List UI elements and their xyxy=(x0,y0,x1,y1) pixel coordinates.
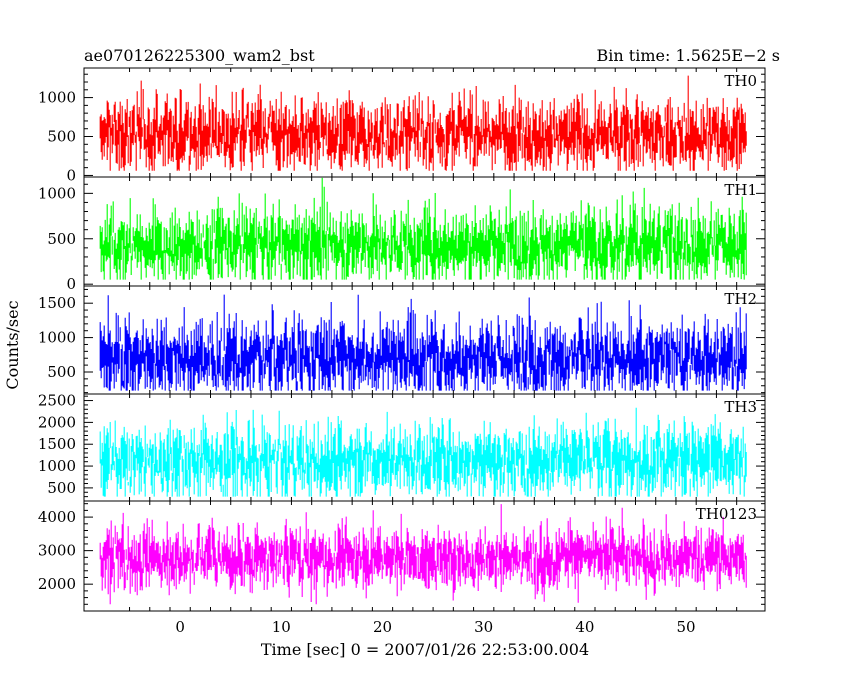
y-tick-label: 500 xyxy=(47,479,76,497)
series-trace-th1 xyxy=(99,177,747,280)
y-tick-label: 0 xyxy=(66,275,76,293)
bin-time-label: Bin time: 1.5625E−2 s xyxy=(597,46,780,65)
series-trace-th0 xyxy=(99,75,747,171)
y-tick-label: 4000 xyxy=(38,508,76,526)
y-tick-label: 3000 xyxy=(38,542,76,560)
series-label-th1: TH1 xyxy=(724,181,757,199)
series-label-th0: TH0 xyxy=(724,72,757,90)
plot-title: ae070126225300_wam2_bst xyxy=(84,46,315,65)
x-tick-label: 0 xyxy=(175,618,185,636)
y-tick-label: 500 xyxy=(47,230,76,248)
x-tick-label: 40 xyxy=(575,618,594,636)
series-trace-th0123 xyxy=(99,504,747,605)
y-axis-label: Counts/sec xyxy=(3,300,22,389)
series-label-th2: TH2 xyxy=(724,290,757,308)
panel-th3: 500 1000 1500 2000 2500 TH3 xyxy=(38,392,766,502)
panel-th0123: 2000 3000 4000 TH0123 xyxy=(38,500,766,612)
x-axis-label: Time [sec] 0 = 2007/01/26 22:53:00.004 xyxy=(261,640,589,659)
series-label-th0123: TH0123 xyxy=(696,505,757,523)
y-tick-label: 1000 xyxy=(38,457,76,475)
y-tick-label: 500 xyxy=(47,128,76,146)
x-tick-label: 30 xyxy=(474,618,493,636)
x-tick-label: 20 xyxy=(373,618,392,636)
y-tick-label: 1000 xyxy=(38,89,76,107)
series-trace-th2 xyxy=(99,294,747,391)
y-tick-label: 1000 xyxy=(38,184,76,202)
panel-frame xyxy=(83,500,766,612)
y-tick-label: 2000 xyxy=(38,575,76,593)
x-tick-label: 10 xyxy=(272,618,291,636)
y-tick-label: 1000 xyxy=(38,329,76,347)
series-trace-th3 xyxy=(99,407,747,497)
x-tick-label: 50 xyxy=(677,618,696,636)
y-tick-label: 2000 xyxy=(38,413,76,431)
y-tick-label: 1500 xyxy=(38,435,76,453)
y-tick-label: 500 xyxy=(47,363,76,381)
series-label-th3: TH3 xyxy=(724,398,757,416)
panel-th1: 0 500 1000 TH1 xyxy=(38,176,766,293)
panel-th2: 500 1000 1500 TH2 xyxy=(38,285,766,395)
y-tick-label: 0 xyxy=(66,166,76,184)
panel-th0: 0 500 1000 TH0 xyxy=(38,67,766,184)
y-tick-label: 2500 xyxy=(38,392,76,410)
y-tick-label: 1500 xyxy=(38,294,76,312)
